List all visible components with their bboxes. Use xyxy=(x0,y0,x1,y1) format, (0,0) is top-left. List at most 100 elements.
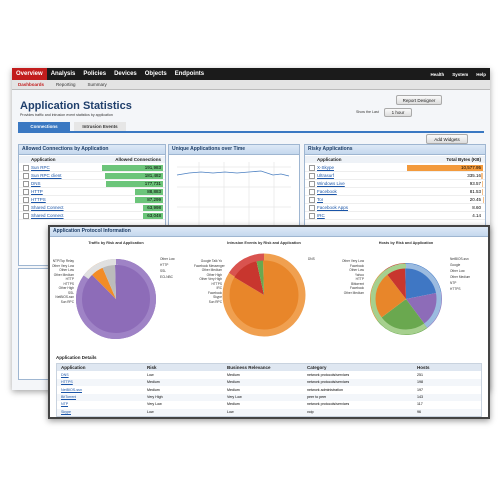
page-subtitle: Provides traffic and intrusion event sta… xyxy=(20,113,113,117)
pie-label: HTTP xyxy=(355,277,364,281)
pie-hosts xyxy=(370,263,442,335)
details-table: Application Risk Business Relevance Categor… xyxy=(56,363,482,417)
pie-title: Hosts by Risk and Application xyxy=(378,241,434,245)
value-label: 93.57 xyxy=(469,181,481,186)
checkbox xyxy=(309,205,315,211)
subnav-item[interactable]: Reporting xyxy=(56,82,76,87)
pie-label: NetBIOS-ssn xyxy=(55,295,74,299)
cell: 251 xyxy=(417,373,423,377)
report-designer-button[interactable]: Report Designer xyxy=(396,95,442,105)
app-name[interactable]: X-Skype xyxy=(317,165,335,170)
cell: peer to peer xyxy=(307,394,327,399)
pie-label: Other Low xyxy=(160,257,175,261)
cell: 96 xyxy=(417,409,421,414)
pie-traffic xyxy=(76,259,156,339)
table-row: NetBIOS-ssn Medium Medium network administr… xyxy=(57,386,481,394)
pie-label: Other Low xyxy=(450,269,465,273)
pie-label: DNS xyxy=(308,257,315,261)
app-name[interactable]: Shared Connect xyxy=(31,205,64,210)
column-header: Application xyxy=(61,365,86,370)
pie-label: Other Medium xyxy=(53,272,74,277)
app-name[interactable]: Shared Connect xyxy=(31,213,64,218)
cell: 197 xyxy=(417,387,423,392)
pie-label: Other Low xyxy=(349,268,364,272)
pie-label: Facebook Messenger xyxy=(194,263,225,268)
nav-tab[interactable]: Objects xyxy=(144,71,167,77)
nav-tab[interactable]: Analysis xyxy=(50,71,76,77)
cell[interactable]: HTTPS xyxy=(61,380,73,385)
nav-tab[interactable]: Overview xyxy=(12,68,47,80)
checkbox xyxy=(23,181,29,187)
app-name[interactable]: Sun RPC xyxy=(31,165,50,170)
nav-tab[interactable]: Devices xyxy=(114,71,137,77)
nav-right[interactable]: Help xyxy=(476,71,486,77)
cell[interactable]: Skype xyxy=(61,409,71,414)
pie-label: Other High xyxy=(58,286,74,290)
pies xyxy=(76,253,442,339)
pie-label: Facebook xyxy=(208,290,222,295)
cell[interactable]: BitTorrent xyxy=(61,394,77,399)
subnav-item[interactable]: Summary xyxy=(87,82,107,87)
cell: Very Low xyxy=(147,402,162,407)
table-row: Skype Low Low voip 96 xyxy=(57,408,481,416)
widget-title: Risky Applications xyxy=(305,145,485,155)
checkbox xyxy=(23,205,29,211)
pie-label: Other Very Low xyxy=(342,259,364,263)
app-name[interactable]: Facebook xyxy=(317,189,337,194)
cell: Medium xyxy=(227,373,240,377)
cell: Very Low xyxy=(227,394,242,399)
nav-right[interactable]: Health xyxy=(430,71,445,77)
column-header: Application xyxy=(31,157,56,162)
protocol-window: Application Protocol Information Traffic… xyxy=(48,225,490,419)
subnav-item[interactable]: Dashboards xyxy=(18,82,45,87)
cell[interactable]: NTP xyxy=(61,402,69,407)
nav-right[interactable]: System xyxy=(452,71,469,77)
table-row: Sun RPC 191,983 xyxy=(19,164,165,172)
cell: voip xyxy=(307,409,314,414)
app-name[interactable]: DNS xyxy=(31,181,41,186)
pie-label: Bittorrent xyxy=(351,281,364,286)
pie-label: IRC xyxy=(216,286,223,290)
pie-label: Other Low xyxy=(59,268,74,272)
app-name[interactable]: HTTP xyxy=(31,189,43,194)
page-title: Application Statistics xyxy=(20,100,132,112)
value-label: 335.16 xyxy=(467,173,481,178)
tab[interactable]: Connections xyxy=(18,122,70,131)
nav-tab[interactable]: Endpoints xyxy=(174,71,205,77)
table-row: HTTPS 87,299 xyxy=(19,196,165,204)
range-select[interactable]: 1 hour xyxy=(384,108,412,117)
app-name[interactable]: Ultrasurf xyxy=(317,173,335,178)
app-name[interactable]: HTTPS xyxy=(31,197,46,202)
app-name[interactable]: IRC xyxy=(317,213,325,218)
pie-label: Yahoo xyxy=(355,272,364,277)
checkbox xyxy=(309,189,315,195)
app-name[interactable]: Facebook Apps xyxy=(317,205,349,210)
pie-label: Other High xyxy=(206,272,222,277)
pie-label: NTP/Tcp Relay xyxy=(52,259,74,263)
app-name[interactable]: Windows Live xyxy=(317,181,345,186)
bar xyxy=(142,204,163,211)
tab[interactable]: Intrusion Events xyxy=(74,122,126,131)
pie-label: HTTPS xyxy=(450,287,461,291)
cell[interactable]: DNS xyxy=(61,373,69,377)
value-label: 87,299 xyxy=(147,197,161,202)
checkbox xyxy=(23,213,29,219)
cell[interactable]: NetBIOS-ssn xyxy=(61,387,82,392)
bar xyxy=(407,164,483,171)
cell: Low xyxy=(147,409,154,414)
window-title: Application Protocol Information xyxy=(50,227,488,237)
bar xyxy=(105,172,163,179)
cell: Medium xyxy=(227,402,240,407)
add-widgets-button[interactable]: Add Widgets xyxy=(426,134,468,144)
bar xyxy=(135,196,163,203)
table-row: HTTPS Medium Medium network protocols/servi… xyxy=(57,379,481,387)
pie-label: ECLNBC xyxy=(160,275,173,279)
nav-tab[interactable]: Policies xyxy=(83,71,107,77)
app-name[interactable]: Tor xyxy=(317,197,324,202)
table-row: Tor 20.45 xyxy=(305,196,485,204)
app-name[interactable]: Sun RPC client xyxy=(31,173,62,178)
table-row: HTTP 88,883 xyxy=(19,188,165,196)
cell: network administration xyxy=(307,387,343,392)
pie-label: SSL xyxy=(160,269,167,273)
